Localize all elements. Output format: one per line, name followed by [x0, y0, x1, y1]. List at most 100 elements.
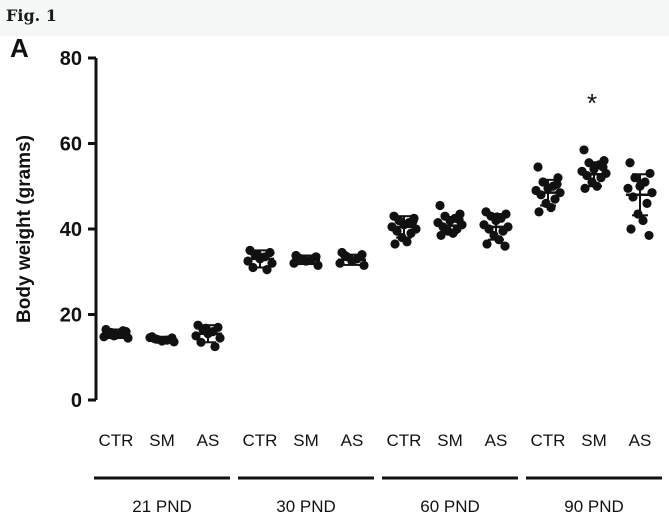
data-point — [623, 183, 633, 193]
data-point — [157, 336, 167, 346]
data-point — [636, 179, 646, 189]
x-group-label: 21 PND — [132, 497, 192, 516]
data-point — [638, 215, 648, 226]
data-point — [390, 239, 400, 249]
y-tick-label: 20 — [60, 305, 82, 327]
data-point — [340, 250, 350, 261]
data-point — [534, 207, 544, 217]
data-point — [592, 181, 602, 191]
data-point — [408, 216, 418, 226]
data-point — [630, 173, 640, 183]
x-category-label: CTR — [99, 431, 134, 450]
data-point — [435, 200, 445, 211]
x-group-label: 30 PND — [276, 497, 336, 516]
data-point — [150, 334, 160, 344]
y-axis-label-group: Body weight (grams) — [14, 135, 35, 323]
data-point — [582, 170, 592, 181]
data-point — [645, 168, 655, 179]
data-point — [494, 235, 504, 245]
data-point — [359, 260, 369, 270]
data-point — [538, 177, 548, 187]
data-point — [589, 164, 599, 174]
x-category-labels: CTR SM AS CTR SM AS CTR SM AS CTR SM AS — [99, 431, 652, 450]
data-point — [642, 198, 652, 208]
data-point — [500, 241, 510, 251]
data-point — [253, 250, 263, 261]
data-point — [210, 341, 220, 352]
figure-label: Fig. 1 — [6, 6, 57, 25]
x-category-label: SM — [437, 431, 463, 450]
data-point — [598, 162, 608, 172]
data-point — [169, 337, 179, 347]
data-point — [552, 179, 562, 189]
data-point — [215, 333, 225, 343]
data-point — [584, 158, 594, 168]
data-point — [628, 192, 638, 202]
x-category-label: CTR — [531, 431, 566, 450]
data-point — [267, 258, 277, 268]
x-group-labels: 21 PND 30 PND 60 PND 90 PND — [94, 476, 662, 516]
y-tick-label: 40 — [60, 219, 82, 241]
x-category-label: AS — [485, 431, 508, 450]
y-tick-label: 80 — [60, 48, 82, 70]
panel-letter: A — [10, 33, 29, 63]
data-point — [498, 226, 508, 236]
data-marks: * — [99, 88, 657, 352]
data-point — [109, 331, 119, 341]
data-point — [347, 256, 357, 266]
x-category-label: SM — [581, 431, 607, 450]
data-point — [492, 212, 502, 222]
y-tick-label: 0 — [71, 390, 82, 412]
data-point — [644, 230, 654, 241]
data-point — [448, 228, 458, 238]
data-point — [196, 337, 206, 347]
x-category-label: SM — [149, 431, 175, 450]
y-axis-label: Body weight (grams) — [14, 135, 35, 323]
data-point — [262, 265, 272, 275]
data-point — [484, 224, 494, 234]
data-point — [546, 203, 556, 213]
data-point — [313, 260, 323, 270]
data-point — [402, 237, 412, 247]
data-point — [580, 183, 590, 193]
x-category-label: SM — [293, 431, 319, 450]
data-point — [392, 226, 402, 236]
x-category-label: AS — [197, 431, 220, 450]
data-point — [533, 162, 543, 172]
data-point — [301, 256, 311, 266]
data-point — [579, 145, 589, 155]
x-group-label: 90 PND — [564, 497, 624, 516]
data-point — [550, 194, 560, 204]
x-category-label: CTR — [243, 431, 278, 450]
data-point — [243, 256, 253, 266]
data-point — [647, 188, 657, 198]
x-group-label: 60 PND — [420, 497, 480, 516]
data-point — [399, 220, 409, 230]
data-point — [625, 158, 635, 168]
data-point — [445, 215, 455, 226]
x-category-label: CTR — [387, 431, 422, 450]
data-point — [436, 230, 446, 241]
data-point — [482, 239, 492, 249]
data-point — [191, 331, 201, 341]
data-point — [335, 258, 345, 268]
data-point — [406, 228, 416, 238]
data-point — [543, 183, 553, 193]
data-point — [123, 333, 133, 343]
x-category-label: AS — [341, 431, 364, 450]
data-point — [633, 209, 643, 219]
y-axis: 0 20 40 60 80 — [60, 48, 98, 412]
data-point — [626, 224, 636, 234]
figure-header: Fig. 1 — [0, 0, 669, 36]
data-point — [536, 190, 546, 200]
significance-marker: * — [587, 88, 597, 118]
data-point — [118, 326, 128, 336]
data-point — [248, 262, 258, 273]
x-category-label: AS — [629, 431, 652, 450]
y-tick-label: 60 — [60, 134, 82, 156]
data-point — [201, 323, 211, 333]
data-point — [454, 214, 464, 225]
data-point — [596, 173, 606, 183]
data-point — [555, 188, 565, 198]
